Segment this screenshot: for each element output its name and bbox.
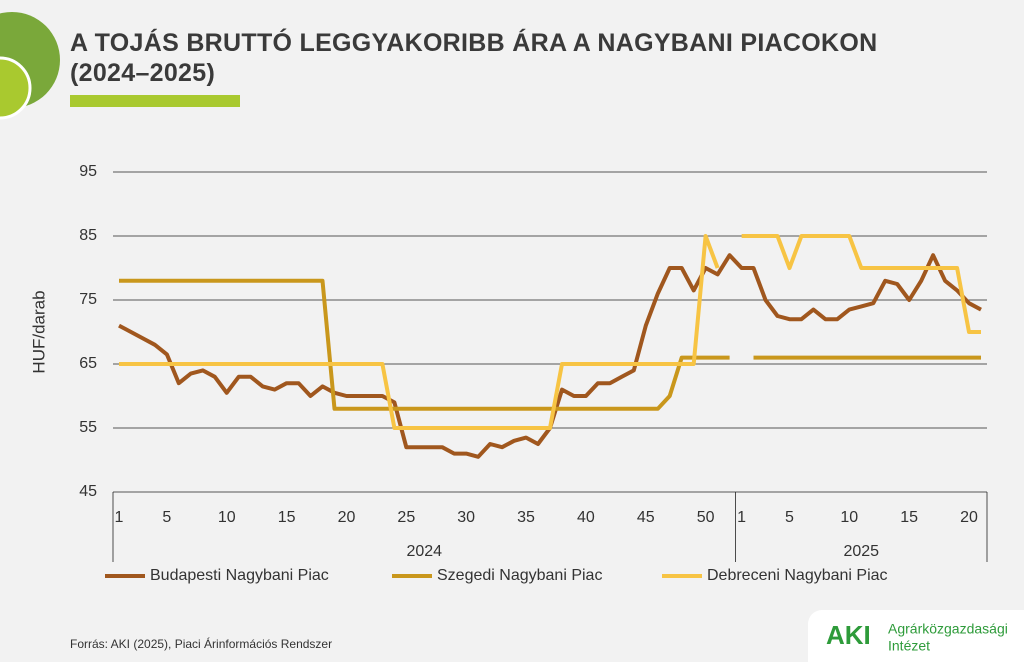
y-tick-label: 65: [79, 355, 97, 372]
y-axis-label: HUF/darab: [29, 290, 48, 373]
logo-box: [808, 610, 1024, 662]
y-tick-label: 85: [79, 227, 97, 244]
source: Forrás: AKI (2025), Piaci Árinformációs …: [70, 636, 332, 651]
series-line: [119, 234, 981, 430]
x-tick-label: 5: [162, 509, 171, 526]
x-tick-label: 10: [218, 509, 236, 526]
legend-label: Szegedi Nagybani Piac: [437, 567, 602, 584]
x-group-label: 2024: [406, 543, 442, 560]
x-group-label: 2025: [843, 543, 879, 560]
logo-name: Agrárközgazdasági: [888, 621, 1008, 637]
y-tick-label: 95: [79, 163, 97, 180]
series-line: [119, 278, 981, 411]
x-tick-label: 20: [960, 509, 978, 526]
x-tick-label: 25: [397, 509, 415, 526]
y-tick-label: 55: [79, 419, 97, 436]
legend-label: Debreceni Nagybani Piac: [707, 567, 888, 584]
title: A TOJÁS BRUTTÓ LEGGYAKORIBB ÁRA A NAGYBA…: [70, 29, 878, 87]
x-tick-label: 1: [737, 509, 746, 526]
logo-name: Intézet: [888, 638, 930, 654]
x-tick-label: 1: [115, 509, 124, 526]
x-tick-label: 40: [577, 509, 595, 526]
decor-circle: [0, 56, 32, 120]
x-tick-label: 15: [278, 509, 296, 526]
x-tick-label: 10: [840, 509, 858, 526]
legend-label: Budapesti Nagybani Piac: [150, 567, 329, 584]
x-tick-label: 45: [637, 509, 655, 526]
x-tick-label: 20: [338, 509, 356, 526]
logo-mark: AKI: [826, 620, 871, 650]
x-tick-label: 35: [517, 509, 535, 526]
x-tick-label: 50: [697, 509, 715, 526]
title-bar: [70, 95, 240, 107]
y-tick-label: 75: [79, 291, 97, 308]
x-tick-label: 30: [457, 509, 475, 526]
x-tick-label: 15: [900, 509, 918, 526]
y-tick-label: 45: [79, 483, 97, 500]
x-tick-label: 5: [785, 509, 794, 526]
